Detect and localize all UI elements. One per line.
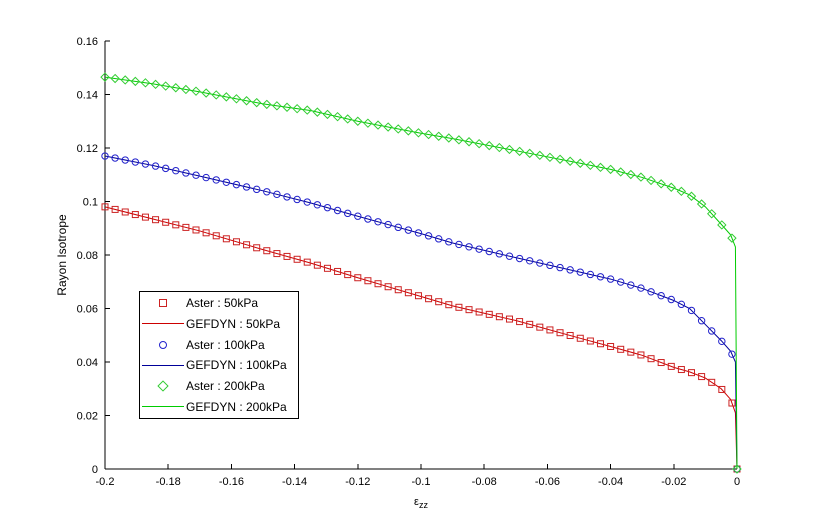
y-tick-label: 0.16 xyxy=(77,36,98,48)
x-axis-label-subscript: zz xyxy=(418,500,428,511)
x-tick-label: -0.16 xyxy=(219,476,244,488)
legend-entry-label: GEFDYN : 50kPa xyxy=(186,316,281,331)
legend-diamond-marker-icon xyxy=(140,380,186,392)
x-axis-label: εzz xyxy=(414,496,428,510)
aster-markers-200kpa xyxy=(100,72,742,474)
legend-line-sample xyxy=(140,323,186,325)
aster-markers-100kpa xyxy=(101,152,741,473)
legend-entry: Aster : 100kPa xyxy=(140,335,298,355)
legend-square-marker-icon xyxy=(140,299,186,308)
legend-entry-label: Aster : 200kPa xyxy=(186,378,265,393)
aster-markers-50kpa xyxy=(101,203,741,473)
x-tick-label: -0.06 xyxy=(535,476,560,488)
y-tick-label: 0.12 xyxy=(77,143,98,155)
gefdyn-line-100kpa xyxy=(104,155,738,470)
legend-entry-label: GEFDYN : 100kPa xyxy=(186,358,287,373)
x-tick-label: -0.2 xyxy=(96,476,115,488)
x-tick-label: -0.18 xyxy=(156,476,181,488)
y-tick-label: 0.1 xyxy=(83,197,98,209)
legend-entry: GEFDYN : 50kPa xyxy=(140,314,298,334)
y-tick-label: 0.08 xyxy=(77,250,98,262)
legend-entry: GEFDYN : 200kPa xyxy=(140,397,298,417)
gefdyn-line-50kpa xyxy=(104,206,738,470)
x-tick-label: -0.1 xyxy=(412,476,431,488)
x-axis-label-base: ε xyxy=(414,495,419,508)
x-tick-label: -0.12 xyxy=(345,476,370,488)
y-tick-label: 0.06 xyxy=(77,304,98,316)
y-axis-label: Rayon Isotrope xyxy=(55,214,69,296)
x-tick-label: -0.08 xyxy=(472,476,497,488)
legend-line-sample xyxy=(140,406,186,408)
x-tick-label: -0.04 xyxy=(598,476,623,488)
y-tick-label: 0.02 xyxy=(77,411,98,423)
legend-entry-label: GEFDYN : 200kPa xyxy=(186,399,287,414)
legend-entry-label: Aster : 100kPa xyxy=(186,337,265,352)
legend-entry: Aster : 50kPa xyxy=(140,293,298,313)
y-tick-label: 0.14 xyxy=(77,90,98,102)
legend-circle-marker-icon xyxy=(140,340,186,349)
legend-entry-label: Aster : 50kPa xyxy=(186,296,259,311)
legend-entry: Aster : 200kPa xyxy=(140,376,298,396)
x-tick-label: -0.02 xyxy=(661,476,686,488)
legend-entry: GEFDYN : 100kPa xyxy=(140,355,298,375)
y-tick-label: 0.04 xyxy=(77,357,98,369)
x-tick-label: -0.14 xyxy=(282,476,307,488)
x-tick-label: 0 xyxy=(734,476,740,488)
legend-line-sample xyxy=(140,364,186,366)
y-tick-label: 0 xyxy=(92,464,98,476)
legend-box: Aster : 50kPa GEFDYN : 50kPa Aster : 100kP… xyxy=(139,291,299,419)
